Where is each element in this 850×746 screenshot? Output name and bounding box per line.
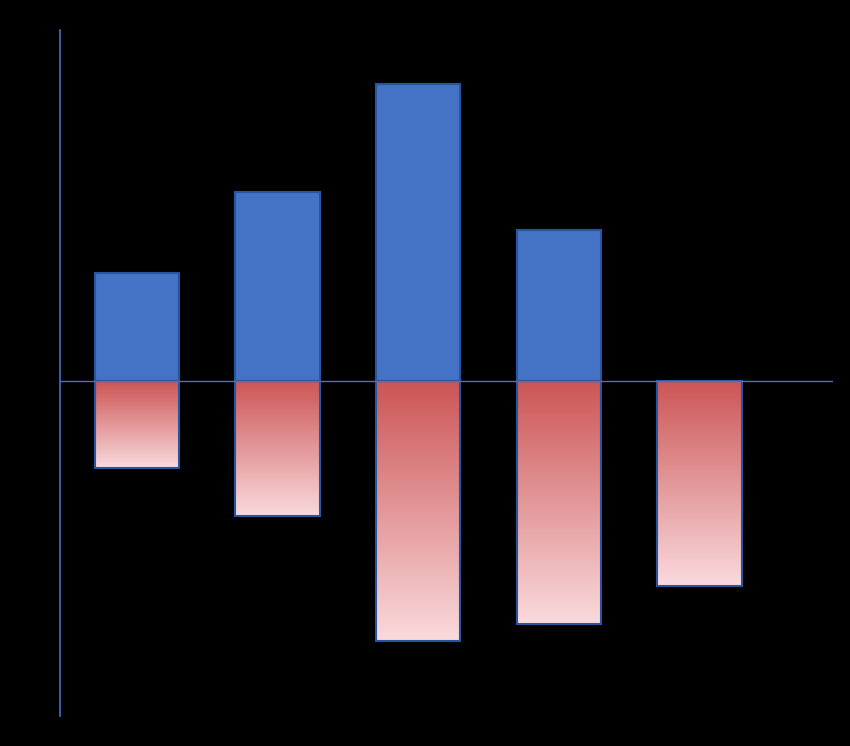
Bar bbox=[376, 84, 461, 381]
Bar bbox=[657, 381, 741, 586]
Bar bbox=[376, 381, 461, 641]
Bar bbox=[94, 381, 179, 468]
Bar bbox=[517, 230, 601, 381]
Bar bbox=[235, 381, 320, 516]
Bar bbox=[517, 381, 601, 624]
Bar bbox=[235, 192, 320, 381]
Bar bbox=[94, 273, 179, 381]
